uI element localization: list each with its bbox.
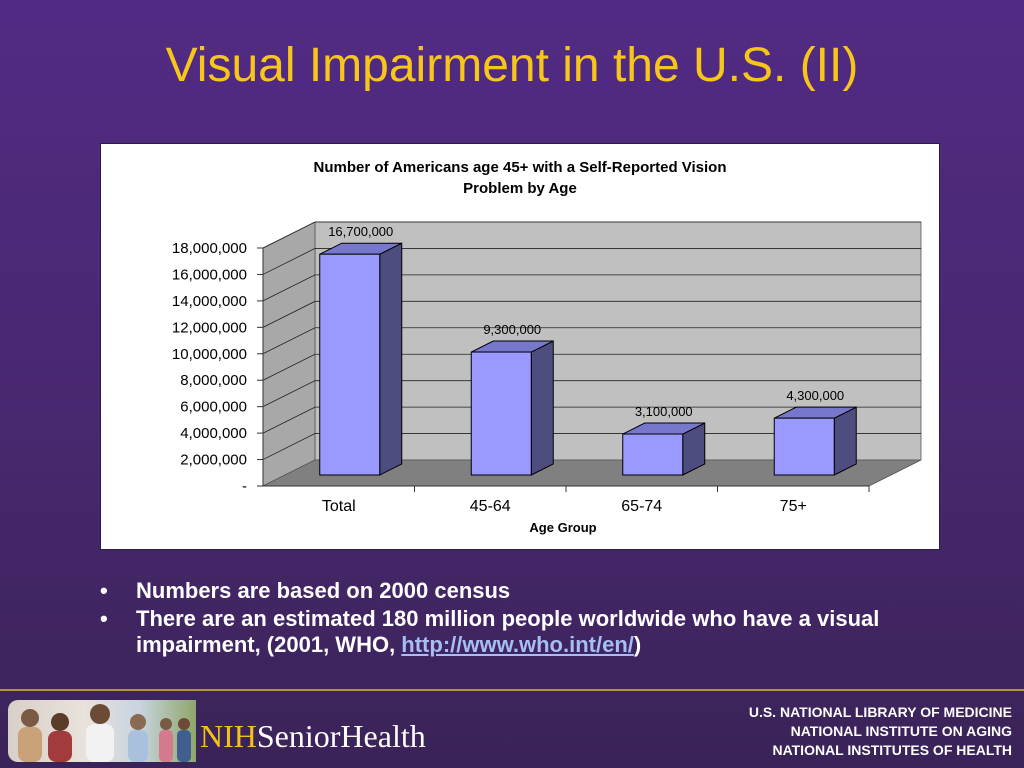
y-tick-label: 8,000,000 xyxy=(180,372,247,389)
y-tick-label: 18,000,000 xyxy=(172,240,247,257)
gridline xyxy=(262,248,921,275)
x-axis-title: Age Group xyxy=(529,520,596,535)
data-label: 3,100,000 xyxy=(635,404,693,419)
data-label: 16,700,000 xyxy=(328,224,393,239)
y-tick-label: 2,000,000 xyxy=(180,452,247,469)
bullet-item-census: • Numbers are based on 2000 census xyxy=(100,578,960,604)
y-tick-label: 6,000,000 xyxy=(180,399,247,416)
gridline xyxy=(262,274,921,302)
footer-divider xyxy=(0,689,1024,691)
y-tick-label: 12,000,000 xyxy=(172,319,247,336)
bullet-dot-icon: • xyxy=(100,606,108,631)
chart-title: Problem by Age xyxy=(463,180,577,197)
gridline xyxy=(262,380,921,408)
bar xyxy=(773,417,835,476)
y-tick-label: 10,000,000 xyxy=(172,346,247,363)
gridline xyxy=(262,300,921,328)
y-tick-label: - xyxy=(242,478,247,495)
chart-title: Number of Americans age 45+ with a Self-… xyxy=(313,159,726,176)
data-label: 9,300,000 xyxy=(483,322,541,337)
bullet-text: There are an estimated 180 million peopl… xyxy=(136,606,880,657)
bullet-item-worldwide: • There are an estimated 180 million peo… xyxy=(100,606,960,658)
nihseniorhealth-logo: NIHSeniorHealth xyxy=(200,718,426,754)
credit-nih: NATIONAL INSTITUTES OF HEALTH xyxy=(772,742,1012,758)
bar-side xyxy=(833,406,857,476)
gridline xyxy=(262,353,921,381)
people-illustration-icon xyxy=(18,704,191,762)
x-tick-label: 45-64 xyxy=(470,498,511,515)
gridline xyxy=(262,406,921,434)
chart-frame: - 2,000,000 4,000,000 6,000,000 8,000,000 10,… xyxy=(100,143,940,550)
y-tick-label: 16,000,000 xyxy=(172,266,247,283)
bullet-suffix: ) xyxy=(633,632,642,657)
bar xyxy=(319,253,381,476)
credit-nia: NATIONAL INSTITUTE ON AGING xyxy=(790,723,1012,739)
credit-nlm: U.S. NATIONAL LIBRARY OF MEDICINE xyxy=(748,704,1012,720)
x-tick-label: Total xyxy=(322,498,356,515)
gridline xyxy=(262,433,921,460)
y-tick-label: 14,000,000 xyxy=(172,293,247,310)
bar xyxy=(622,433,684,476)
slide-title: Visual Impairment in the U.S. (II) xyxy=(165,39,859,92)
x-tick-label: 65-74 xyxy=(621,498,662,515)
bar-side xyxy=(530,340,554,476)
bullet-text: Numbers are based on 2000 census xyxy=(136,578,511,603)
bar-side xyxy=(379,242,403,476)
vision-problem-bar-chart: - 2,000,000 4,000,000 6,000,000 8,000,000 10,… xyxy=(172,159,922,535)
bar xyxy=(470,351,532,476)
gridline xyxy=(262,327,921,355)
footer-credits: U.S. NATIONAL LIBRARY OF MEDICINE NATION… xyxy=(749,703,1012,760)
seniors-photo-banner xyxy=(8,700,196,762)
bullet-list: • Numbers are based on 2000 census • The… xyxy=(100,578,960,660)
data-label: 4,300,000 xyxy=(786,388,844,403)
who-link[interactable]: http://www.who.int/en/ xyxy=(401,632,634,657)
y-tick-label: 4,000,000 xyxy=(180,425,247,442)
bullet-dot-icon: • xyxy=(100,578,108,603)
x-tick-label: 75+ xyxy=(780,498,807,515)
gridline xyxy=(262,221,921,249)
